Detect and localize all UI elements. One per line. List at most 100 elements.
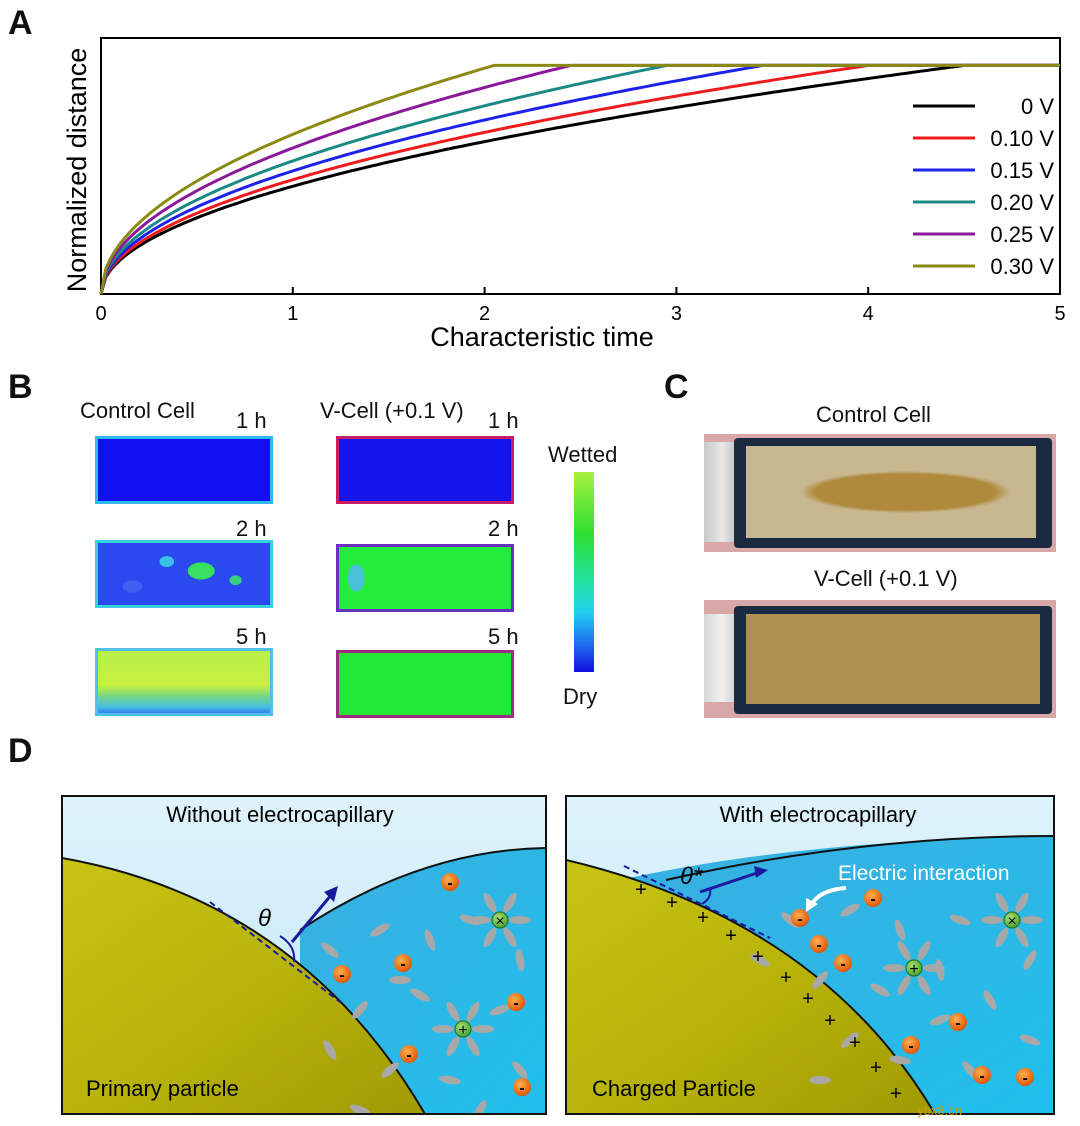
- surface-charge: +: [697, 907, 709, 929]
- particle-shape: [566, 858, 937, 1114]
- solvent-molecule: [870, 983, 890, 997]
- legend-label: 0.20 V: [990, 190, 1054, 215]
- solvent-molecule: [1015, 927, 1029, 948]
- left-frame: [61, 795, 547, 1115]
- anion: [791, 909, 809, 927]
- solvent-molecule: [424, 929, 436, 951]
- solvent-molecule: [473, 1100, 487, 1114]
- photo-control-title: Control Cell: [816, 402, 931, 427]
- vcell-title: V-Cell (+0.1 V): [320, 398, 464, 423]
- anion-sign: -: [908, 1038, 913, 1055]
- anion-sign: -: [406, 1047, 411, 1064]
- solvent-molecule: [349, 1104, 371, 1114]
- solvent-molecule: [446, 1001, 460, 1022]
- solvent-molecule: [489, 1004, 511, 1016]
- anion: [1016, 1068, 1034, 1086]
- tangent-dash: [623, 865, 771, 939]
- surface-charge: +: [849, 1032, 861, 1054]
- solvent-molecule: [917, 975, 931, 996]
- vcell-heatmap-5h: [336, 650, 514, 718]
- solvent-molecule: [812, 971, 828, 989]
- x-axis-label: Characteristic time: [430, 322, 654, 352]
- series-line: [99, 63, 1060, 295]
- control-cell-photo: [704, 434, 1056, 552]
- anion: [810, 935, 828, 953]
- solvent-molecule: [897, 940, 911, 961]
- panel-d-label: D: [8, 732, 33, 770]
- anion-sign: -: [447, 875, 452, 892]
- anion: [400, 1045, 418, 1063]
- solvent-molecule: [503, 927, 517, 948]
- solvent-molecule: [1021, 916, 1043, 924]
- anion: [333, 965, 351, 983]
- x-tick-label: 0: [95, 303, 106, 325]
- vcell-time-1h: 1 h: [488, 408, 519, 433]
- meniscus-line: [665, 835, 1054, 881]
- x-tick-label: 4: [863, 303, 874, 325]
- solvent-molecule: [929, 1014, 951, 1026]
- x-tick-label: 2: [479, 303, 490, 325]
- photo-electrode: [746, 614, 1040, 704]
- photo-vcell-title: V-Cell (+0.1 V): [814, 566, 958, 591]
- solvent-molecule: [917, 940, 931, 961]
- anion: [394, 954, 412, 972]
- solvent-molecule: [509, 916, 531, 924]
- angle-arc: [279, 935, 296, 963]
- solvent-molecule: [949, 914, 971, 926]
- electric-interaction-label: Electric interaction: [838, 862, 1010, 885]
- photo-electrode: [746, 446, 1036, 538]
- legend-label: 0.30 V: [990, 254, 1054, 279]
- wetting-distance-chart: 0 1 2 3 4 5 0 V 0.10 V 0.15 V 0.20 V 0.25 V 0.30 V…: [62, 37, 1066, 352]
- colorbar-bottom-label: Dry: [563, 684, 598, 709]
- vcell-photo: [704, 600, 1056, 718]
- panel-b-label: B: [8, 368, 33, 406]
- solvent-molecule: [446, 1036, 460, 1057]
- cation-sign: ×: [1007, 913, 1016, 930]
- solvent-molecule: [840, 903, 860, 917]
- right-particle-label: Charged Particle: [592, 1076, 756, 1101]
- solvent-molecule: [323, 1040, 337, 1060]
- control-cell-title: Control Cell: [80, 398, 195, 423]
- anion-sign: -: [870, 891, 875, 908]
- series-line: [99, 63, 1060, 295]
- legend-label: 0.10 V: [990, 126, 1054, 151]
- anion: [902, 1036, 920, 1054]
- solvent-molecule: [469, 916, 491, 924]
- watermark: ybx8.cn: [917, 1103, 962, 1118]
- theta-label: θ: [258, 905, 271, 932]
- vcell-heatmap-2h: [336, 544, 514, 612]
- solvent-molecule: [370, 923, 390, 937]
- angle-arc: [701, 887, 712, 905]
- electrocapillary-diagram: ------×+ θ Without electrocapillary Prim…: [61, 795, 1055, 1115]
- right-frame: [565, 795, 1055, 1115]
- anion-sign: -: [1022, 1070, 1027, 1087]
- anion: [834, 954, 852, 972]
- solvent-molecule: [981, 916, 1003, 924]
- anion-sign: -: [955, 1015, 960, 1032]
- solvent-molecule: [923, 964, 945, 972]
- panel-c-label: C: [664, 368, 689, 406]
- anion-sign: -: [513, 995, 518, 1012]
- solvent-molecule: [894, 919, 906, 941]
- plot-frame: [100, 37, 1061, 295]
- meniscus-line: [299, 847, 546, 931]
- left-particle-label: Primary particle: [86, 1076, 239, 1101]
- anion-sign: -: [519, 1080, 524, 1097]
- anion: [507, 993, 525, 1011]
- solvent-molecule: [809, 1076, 831, 1084]
- anion-sign: -: [816, 937, 821, 954]
- control-heatmap-2h: [95, 540, 273, 608]
- anion-sign: -: [840, 956, 845, 973]
- anion: [973, 1066, 991, 1084]
- surface-charge: +: [725, 925, 737, 947]
- control-heatmap-1h: [95, 436, 273, 504]
- solvent-molecule: [750, 953, 770, 967]
- interaction-arrow-head: [806, 898, 818, 912]
- cation-sign: +: [458, 1022, 467, 1039]
- solvent-molecule: [432, 1025, 454, 1033]
- right-title: With electrocapillary: [720, 802, 917, 827]
- solvent-molecule: [466, 1001, 480, 1022]
- cation-sign: ×: [495, 913, 504, 930]
- panel-a-label: A: [8, 4, 33, 42]
- vcell-time-5h: 5 h: [488, 624, 519, 649]
